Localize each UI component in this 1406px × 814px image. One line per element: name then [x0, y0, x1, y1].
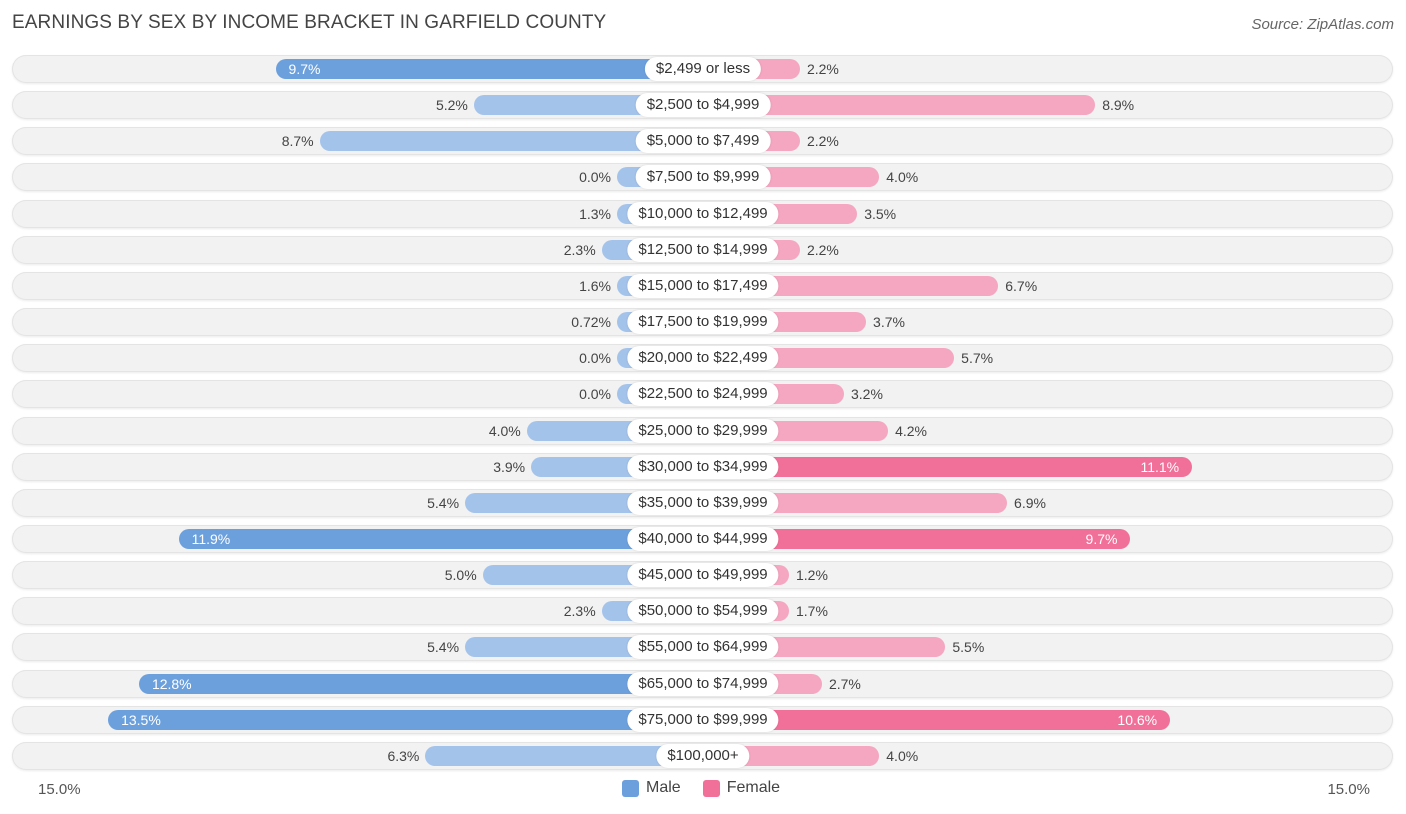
- male-value-label: 2.3%: [563, 603, 596, 620]
- legend-swatch-female: [702, 779, 720, 797]
- female-bar[interactable]: [703, 456, 1193, 477]
- axis-left-label: 15.0%: [38, 781, 81, 798]
- male-bar[interactable]: [178, 528, 703, 549]
- female-value-label: 2.2%: [806, 241, 839, 258]
- male-value-label: 2.3%: [563, 241, 596, 258]
- male-value-label: 5.2%: [435, 97, 468, 114]
- female-bar[interactable]: [703, 528, 1131, 549]
- female-value-label: 1.2%: [796, 567, 828, 584]
- female-value-label: 5.5%: [952, 639, 985, 656]
- female-value-label: 3.5%: [864, 205, 897, 222]
- category-label: $10,000 to $12,499: [627, 201, 779, 226]
- male-value-label: 13.5%: [121, 711, 161, 728]
- category-label: $17,500 to $19,999: [627, 310, 779, 335]
- female-value-label: 11.1%: [1140, 458, 1180, 475]
- source-credit: Source: ZipAtlas.com: [1251, 16, 1394, 33]
- male-bar[interactable]: [108, 709, 703, 730]
- category-label: $50,000 to $54,999: [627, 599, 779, 624]
- male-bar[interactable]: [319, 131, 703, 152]
- male-value-label: 0.72%: [571, 314, 611, 331]
- category-label: $2,499 or less: [644, 57, 762, 81]
- female-value-label: 3.7%: [873, 314, 905, 331]
- category-label: $7,500 to $9,999: [635, 165, 771, 190]
- female-value-label: 1.7%: [796, 603, 828, 620]
- male-bar[interactable]: [275, 59, 703, 79]
- female-value-label: 6.9%: [1014, 494, 1046, 511]
- category-label: $2,500 to $4,999: [635, 93, 771, 118]
- male-value-label: 9.7%: [288, 61, 321, 77]
- legend-item-female: Female: [702, 779, 781, 797]
- female-value-label: 2.2%: [806, 61, 839, 77]
- female-value-label: 8.9%: [1102, 97, 1135, 114]
- axis-right-label: 15.0%: [1327, 781, 1370, 798]
- category-label: $65,000 to $74,999: [627, 671, 779, 696]
- category-label: $5,000 to $7,499: [635, 129, 771, 154]
- female-value-label: 2.2%: [806, 133, 839, 150]
- male-value-label: 1.3%: [579, 205, 611, 222]
- category-label: $40,000 to $44,999: [627, 526, 779, 551]
- male-value-label: 3.9%: [493, 458, 526, 475]
- male-value-label: 6.3%: [387, 747, 420, 764]
- male-value-label: 0.0%: [579, 386, 611, 403]
- legend-swatch-male: [622, 779, 639, 797]
- female-value-label: 6.7%: [1005, 277, 1038, 294]
- category-label: $30,000 to $34,999: [627, 454, 779, 479]
- male-value-label: 0.0%: [579, 350, 611, 367]
- female-value-label: 4.0%: [886, 747, 919, 764]
- male-value-label: 4.0%: [488, 422, 521, 439]
- category-label: $75,000 to $99,999: [627, 707, 779, 732]
- male-value-label: 8.7%: [281, 133, 314, 150]
- legend-label-female: Female: [726, 779, 781, 796]
- category-label: $55,000 to $64,999: [627, 635, 779, 660]
- category-label: $20,000 to $22,499: [627, 346, 779, 371]
- male-value-label: 1.6%: [579, 277, 611, 294]
- female-value-label: 5.7%: [961, 350, 994, 367]
- female-bar[interactable]: [703, 95, 1096, 116]
- female-value-label: 3.2%: [851, 386, 883, 403]
- male-value-label: 5.0%: [444, 567, 477, 584]
- category-label: $22,500 to $24,999: [627, 382, 779, 407]
- female-bar[interactable]: [703, 492, 1008, 513]
- male-value-label: 5.4%: [427, 639, 460, 656]
- legend: Male Female: [622, 779, 780, 797]
- female-value-label: 10.6%: [1117, 711, 1158, 728]
- female-value-label: 9.7%: [1085, 530, 1118, 547]
- category-label: $35,000 to $39,999: [627, 490, 779, 515]
- male-value-label: 0.0%: [579, 169, 611, 186]
- category-label: $100,000+: [656, 743, 750, 768]
- female-value-label: 4.2%: [895, 422, 927, 439]
- male-bar[interactable]: [425, 745, 703, 766]
- category-label: $12,500 to $14,999: [627, 237, 779, 262]
- category-label: $15,000 to $17,499: [627, 273, 779, 298]
- category-label: $25,000 to $29,999: [627, 418, 779, 443]
- chart-title: EARNINGS BY SEX BY INCOME BRACKET IN GAR…: [12, 12, 607, 33]
- male-bar[interactable]: [138, 673, 703, 694]
- female-bar[interactable]: [703, 709, 1171, 730]
- legend-item-male: Male: [622, 779, 681, 797]
- category-label: $45,000 to $49,999: [627, 563, 779, 588]
- female-value-label: 4.0%: [886, 169, 919, 186]
- female-value-label: 2.7%: [828, 675, 861, 692]
- male-value-label: 12.8%: [151, 675, 192, 692]
- male-value-label: 11.9%: [191, 530, 231, 547]
- legend-label-male: Male: [646, 779, 681, 796]
- male-value-label: 5.4%: [427, 494, 460, 511]
